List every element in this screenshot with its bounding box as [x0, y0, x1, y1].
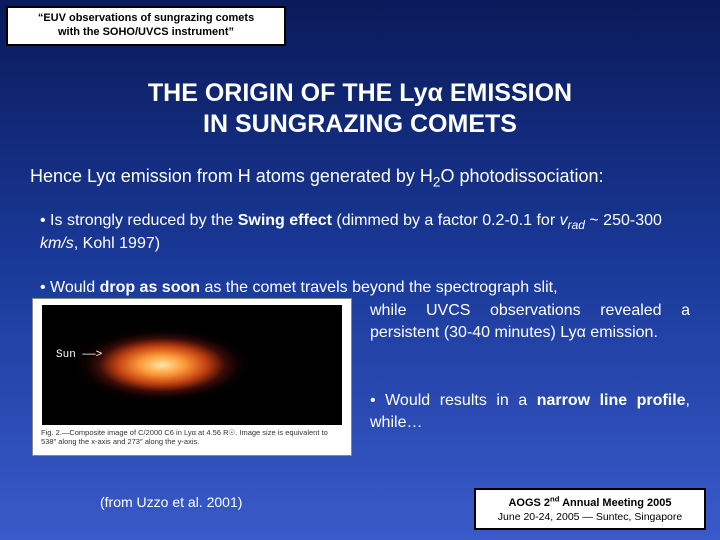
- bullet-1: • Is strongly reduced by the Swing effec…: [40, 210, 690, 255]
- header-line1: “EUV observations of sungrazing comets: [38, 12, 254, 24]
- title-line2: IN SUNGRAZING COMETS: [203, 110, 517, 138]
- b1-var: v: [560, 212, 568, 229]
- bullet-2: • Would drop as soon as the comet travel…: [40, 277, 690, 299]
- bullet-region: • Is strongly reduced by the Swing effec…: [40, 210, 690, 299]
- footer-box: AOGS 2nd Annual Meeting 2005 June 20-24,…: [474, 488, 706, 530]
- b1-unit: km/s: [40, 235, 74, 252]
- b1-bold: Swing effect: [238, 212, 332, 229]
- b1-lead: • Is strongly reduced by the: [40, 212, 238, 229]
- figure-sun-label: Sun ——>: [56, 349, 102, 361]
- intro-pre: Hence Lyα emission from H atoms generate…: [30, 166, 433, 186]
- bullet-2-continued: while UVCS observations revealed a persi…: [370, 300, 690, 343]
- bullet-3: • Would results in a narrow line profile…: [370, 390, 690, 433]
- b1-mid: (dimmed by a factor 0.2-0.1 for: [332, 212, 560, 229]
- b3-lead: • Would results in a: [370, 392, 537, 409]
- figure-caption: Fig. 2.—Composite image of C/2000 C6 in …: [33, 425, 351, 446]
- footer-sub: June 20-24, 2005 — Suntec, Singapore: [498, 511, 682, 523]
- b3-bold: narrow line profile: [537, 392, 686, 409]
- main-title: THE ORIGIN OF THE Lyα EMISSION IN SUNGRA…: [0, 78, 720, 141]
- intro-post: O photodissociation:: [440, 166, 603, 186]
- intro-text: Hence Lyα emission from H atoms generate…: [30, 166, 690, 190]
- b2-rest-text: while UVCS observations revealed a persi…: [370, 302, 690, 341]
- title-line1: THE ORIGIN OF THE Lyα EMISSION: [148, 79, 572, 107]
- b1-varsub: rad: [568, 218, 585, 232]
- b1-tail: ~ 250-300: [585, 212, 662, 229]
- figure-credit: (from Uzzo et al. 2001): [100, 494, 242, 510]
- header-box: “EUV observations of sungrazing comets w…: [6, 6, 286, 46]
- b2-lead: • Would: [40, 279, 100, 296]
- footer-title: AOGS 2nd Annual Meeting 2005: [508, 497, 671, 509]
- footer-title-post: Annual Meeting 2005: [559, 497, 671, 509]
- footer-title-pre: AOGS 2: [508, 497, 550, 509]
- b1-ref: , Kohl 1997): [74, 235, 160, 252]
- b2-tail: as the comet travels beyond the spectrog…: [200, 279, 558, 296]
- figure-panel: Sun ——> Fig. 2.—Composite image of C/200…: [32, 298, 352, 456]
- figure-image: Sun ——>: [42, 305, 342, 425]
- b2-bold: drop as soon: [100, 279, 200, 296]
- header-line2: with the SOHO/UVCS instrument”: [58, 26, 234, 38]
